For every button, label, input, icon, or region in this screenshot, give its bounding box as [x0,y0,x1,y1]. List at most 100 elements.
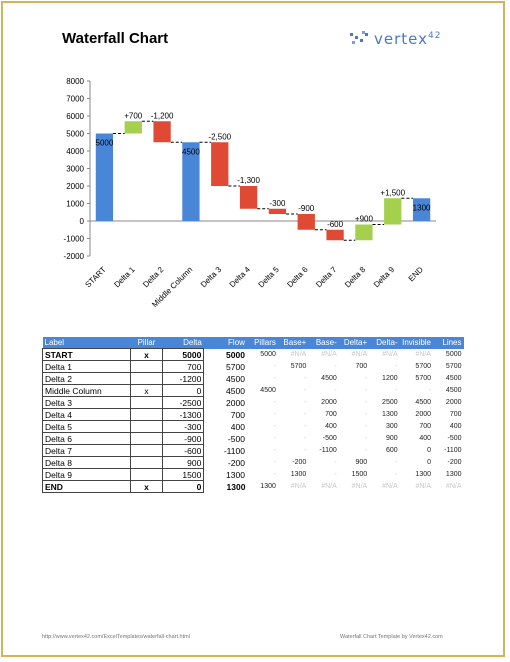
table-cell: 2000 [445,399,462,406]
bar-start [95,133,114,221]
y-tick-label: 0 [80,217,85,226]
table-cell: Delta 8 [41,456,132,469]
table-cell: #N/A [351,351,368,358]
data-label: -2,500 [208,132,231,141]
table-cell [130,456,163,469]
table-row: Delta 7 -600 -1100- - -1100-600 0 -1100 [41,444,464,457]
table-cell: -200 [292,459,307,466]
table-cell [130,432,163,445]
table-cell: 1300 [226,469,245,480]
table-cell: - [395,387,398,394]
x-tick-label: Delta 3 [199,265,224,290]
table-cell: Delta 5 [41,420,132,433]
y-tick-label: -1000 [64,235,85,244]
table-cell: 4500 [226,385,245,396]
y-tick-label: 6000 [66,112,84,121]
table-cell: - [273,471,276,478]
table-cell: 2000 [226,397,245,408]
y-tick-label: 2000 [66,182,84,191]
table-cell: - [364,375,368,382]
x-tick-label: Delta 5 [257,265,282,290]
x-tick-label: Delta 6 [285,265,310,290]
table-cell: 1300 [382,411,398,418]
table-cell: -1100 [319,447,337,454]
bar-end [412,198,431,221]
table-cell: - [364,411,368,418]
footer-url: http://www.vertex42.com/ExcelTemplates/w… [42,634,190,640]
bar-delta-5 [268,208,287,214]
table-cell: 1300 [415,471,431,478]
y-tick-label: 7000 [66,95,84,104]
x-tick-label: Delta 2 [141,265,166,290]
table-cell: 5700 [226,361,245,372]
table-cell: -1200 [161,372,205,385]
data-label: -300 [269,199,286,208]
table-cell: 2000 [415,411,431,418]
column-header: Flow [203,337,248,349]
table-cell: Delta 1 [41,360,132,373]
data-label: 1300 [413,203,431,212]
table-cell: 300 [385,423,398,430]
table-cell: 1300 [290,471,307,478]
table-cell [130,420,163,433]
table-cell [130,444,163,457]
table-header-row: Label Pillar Delta Flow Pillars Base+ Base- Del… [42,337,464,349]
table-cell: 5000 [445,351,462,358]
table-cell: -500 [447,435,462,442]
table-cell: - [334,459,337,466]
y-tick-label: 1000 [66,200,84,209]
table-cell: - [395,459,398,466]
table-cell: Delta 4 [41,408,132,421]
table-cell: - [334,363,337,370]
x-tick-label: Delta 8 [343,265,368,290]
bar-delta-6 [297,214,315,230]
column-header: Label [42,337,131,349]
table-cell: - [303,387,307,394]
logo-mark-icon [350,31,368,44]
table-cell: - [303,399,307,406]
table-cell: - [395,363,398,370]
table-cell: x [130,480,163,493]
table-cell: -1100 [444,447,462,454]
table-cell: 900 [385,435,398,442]
table-row: Delta 4 -1300 700- -700-1300 2000 700 [41,408,464,421]
table-cell: 4500 [321,375,337,382]
data-label: -600 [327,220,344,229]
y-tick-label: 5000 [66,130,84,139]
table-cell: -900 [161,432,205,445]
column-header: Delta [162,337,204,349]
table-cell: 700 [325,411,337,418]
table-row: END x 0 1300 1300 #N/A #N/A #N/A #N/A #N/A #N/A [41,480,464,493]
table-cell [130,372,163,385]
data-label: +1,500 [380,188,405,197]
table-cell: - [364,387,368,394]
table-row: Middle Column x 0 4500 4500 - - - - - 4500 [41,384,464,397]
data-table: Label Pillar Delta Flow Pillars Base+ Base- Del… [41,337,464,493]
table-cell: - [273,447,276,454]
table-cell: 400 [419,435,431,442]
table-cell: 1300 [260,483,276,490]
column-header: Invisible [399,337,433,349]
table-cell: 4500 [445,387,462,394]
table-cell: - [303,375,307,382]
table-cell: -1100 [223,445,245,456]
y-tick-label: 8000 [66,77,84,86]
table-cell: 1200 [382,375,398,382]
table-cell: 5700 [290,363,307,370]
column-header: Base- [308,337,339,349]
table-row: Delta 1 700 5700 - 5700 - 700 - 5700 5700 [41,360,464,373]
table-cell: - [273,423,276,430]
table-cell: 0 [427,459,431,466]
bar-delta-2 [153,121,171,143]
table-cell: Delta 6 [41,432,132,445]
table-cell: 0 [161,480,205,493]
table-cell: - [364,423,368,430]
bar-delta-9 [384,198,402,225]
x-tick-label: END [407,265,425,283]
data-label: +900 [355,215,374,224]
data-label: -1,200 [151,111,174,120]
table-cell: START [41,348,132,361]
table-cell: 400 [230,421,245,432]
table-cell: #N/A [321,351,337,358]
table-cell: #N/A [382,351,398,358]
